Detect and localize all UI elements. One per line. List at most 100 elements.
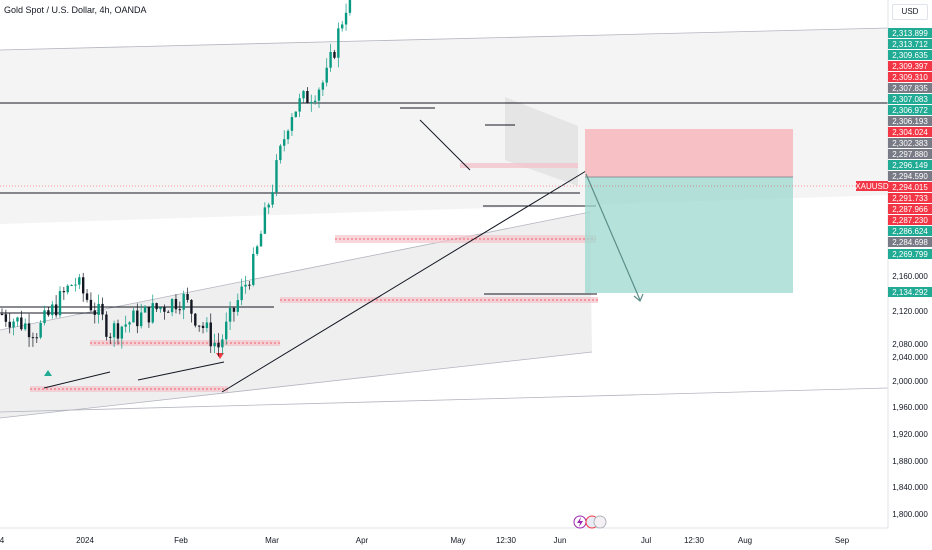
flag-icon[interactable]: [593, 515, 607, 529]
candle-body: [120, 326, 124, 339]
candle-body: [178, 309, 182, 311]
candle-body: [4, 314, 8, 322]
price-tag: [888, 39, 932, 49]
candle-body: [116, 323, 120, 339]
candle-body: [271, 192, 274, 205]
candle-body: [174, 298, 178, 310]
candle-body: [27, 323, 31, 338]
candle-series: [0, 0, 352, 357]
price-tag: [888, 61, 932, 71]
minor-trendline[interactable]: [43, 371, 111, 389]
candle-body: [194, 313, 197, 326]
candle-body: [205, 322, 209, 329]
candle-body: [209, 322, 212, 347]
y-tick-label: 1,880.000: [892, 457, 928, 466]
candle-body: [109, 336, 112, 338]
zone[interactable]: [460, 163, 578, 168]
symbol-badge[interactable]: XAUUSD: [855, 181, 889, 191]
x-tick-label: Mar: [265, 536, 279, 545]
price-tag-label: 2,134.292: [892, 288, 928, 297]
candle-body: [279, 145, 282, 161]
candle-body: [66, 285, 69, 293]
time-axis[interactable]: 4 2024 Feb Mar Apr May 12:30 Jun Jul 12:30 Aug Sep: [0, 527, 932, 550]
price-tag: [888, 127, 932, 137]
candle-body: [47, 310, 50, 316]
candle-body: [228, 307, 232, 322]
price-tag-label: 2,307.835: [892, 84, 928, 93]
y-tick-label: 2,120.000: [892, 307, 928, 316]
x-tick-label: Jun: [554, 536, 567, 545]
time-axis-bg: [0, 528, 932, 550]
x-tick-label: Aug: [738, 536, 752, 545]
candle-body: [213, 342, 216, 347]
candle-body: [74, 284, 77, 286]
demand-zone[interactable]: [280, 297, 598, 303]
projection-arrow[interactable]: [585, 173, 641, 301]
candle-body: [267, 204, 270, 208]
price-tag-label: 2,291.733: [892, 194, 928, 203]
sell-signal-icon: [216, 353, 224, 359]
price-tag-label: 2,313.712: [892, 40, 928, 49]
minor-trendline[interactable]: [419, 119, 471, 171]
price-tag: [888, 193, 932, 203]
candle-body: [23, 323, 27, 330]
event-icons[interactable]: [573, 515, 607, 529]
y-tick-label: 1,840.000: [892, 483, 928, 492]
price-tag-label: 2,286.624: [892, 227, 928, 236]
price-tag: [888, 226, 932, 236]
minor-trendline[interactable]: [137, 361, 225, 381]
rising-channel-bottom[interactable]: [0, 351, 593, 419]
supply-zone[interactable]: [30, 386, 228, 392]
candle-body: [344, 12, 348, 25]
price-tag-label: 2,294.590: [892, 172, 928, 181]
y-tick-label: 2,000.000: [892, 377, 928, 386]
stop-loss-zone[interactable]: [585, 129, 793, 177]
take-profit-zone[interactable]: [585, 177, 793, 293]
candle-body: [85, 293, 89, 300]
price-tag-label: 2,309.397: [892, 62, 928, 71]
price-tag: [888, 215, 932, 225]
x-tick-label: 12:30: [496, 536, 517, 545]
candle-body: [43, 310, 46, 324]
candle-body: [0, 314, 4, 315]
price-tag: [888, 204, 932, 214]
symbol-badge-bg: [856, 181, 888, 191]
drawing-layer: [0, 27, 889, 419]
x-tick-label: Apr: [356, 536, 369, 545]
y-axis-ticks: 2,160.000 2,120.000 2,080.000 2,040.000 2,00…: [892, 272, 928, 519]
candle-body: [225, 321, 228, 340]
candle-body: [62, 291, 66, 293]
x-tick-label: Feb: [174, 536, 188, 545]
price-tag-label: 2,302.383: [892, 139, 928, 148]
currency-button[interactable]: USD: [892, 4, 928, 20]
price-axis[interactable]: 2,313.899 2,313.712 2,309.635 2,309.397 2,30…: [887, 0, 932, 550]
price-tag-label: 2,304.024: [892, 128, 928, 137]
candle-body: [93, 310, 96, 315]
price-tag: [888, 83, 932, 93]
main-trendline[interactable]: [221, 170, 587, 393]
candle-body: [244, 284, 247, 287]
candle-body: [302, 91, 305, 99]
candle-body: [151, 303, 154, 323]
candle-body: [39, 323, 42, 338]
price-tag: [888, 116, 932, 126]
candle-body: [283, 139, 286, 146]
candle-body: [112, 323, 116, 338]
current-price-tag: [888, 182, 932, 192]
currency-button-label: USD: [901, 7, 919, 16]
price-tag-label: 2,306.972: [892, 106, 928, 115]
supply-zone[interactable]: [90, 340, 280, 346]
price-tag: [888, 171, 932, 181]
price-tag: [888, 28, 932, 38]
candle-body: [306, 91, 309, 104]
demand-zone[interactable]: [335, 235, 596, 243]
y-tick-label: 1,800.000: [892, 510, 928, 519]
long-trendline[interactable]: [0, 387, 889, 413]
y-tick-label: 2,080.000: [892, 340, 928, 349]
price-tag-label: 2,309.635: [892, 51, 928, 60]
candle-body: [182, 294, 185, 310]
candle-body: [78, 277, 81, 285]
upper-channel-top-line[interactable]: [0, 27, 889, 51]
candle-body: [124, 324, 127, 327]
